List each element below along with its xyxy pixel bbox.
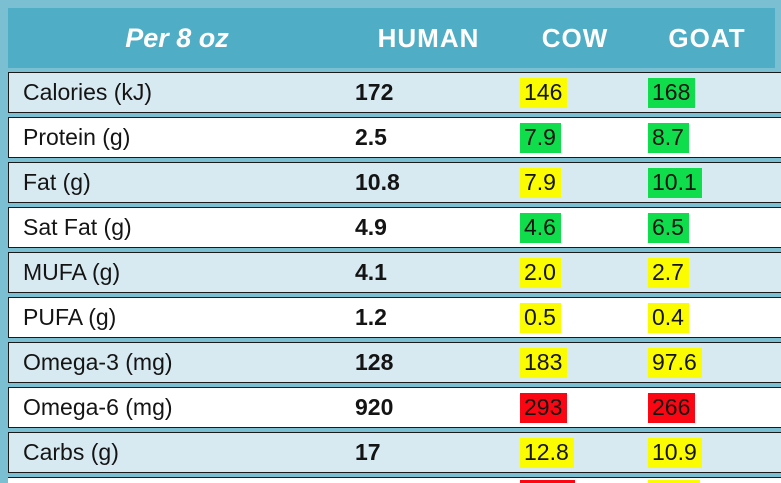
row-separator — [8, 293, 781, 297]
goat-value-cell: 8.7 — [639, 122, 781, 153]
cutoff-bottom-row — [8, 477, 781, 483]
row-separator — [8, 248, 781, 252]
table-row: MUFA (g) 4.1 2.0 2.7 — [8, 252, 781, 293]
goat-value-cell: 168 — [639, 77, 781, 108]
table-row: Sat Fat (g) 4.9 4.6 6.5 — [8, 207, 781, 248]
human-value: 920 — [355, 394, 394, 420]
cow-value-cell: 12.8 — [511, 437, 639, 468]
cow-value-highlight: 7.9 — [520, 122, 561, 153]
cow-value-highlight: 4.6 — [520, 212, 561, 243]
goat-value-cell: 97.6 — [639, 347, 781, 378]
table-row: PUFA (g) 1.2 0.5 0.4 — [8, 297, 781, 338]
row-label: PUFA (g) — [23, 304, 117, 330]
cow-value-cell: 0.5 — [511, 302, 639, 333]
goat-value-cell: 2.7 — [639, 257, 781, 288]
header-column-cow: COW — [541, 22, 609, 53]
goat-value-highlight: 2.7 — [648, 257, 689, 288]
row-label: Sat Fat (g) — [23, 214, 132, 240]
goat-value-highlight: 10.9 — [648, 437, 702, 468]
cow-value-cell: 146 — [511, 77, 639, 108]
table-body: Calories (kJ) 172 146 168 Protein (g) 2.5 7.9 8… — [8, 72, 781, 483]
human-value: 172 — [355, 79, 394, 105]
row-separator — [8, 203, 781, 207]
cow-value-highlight: 183 — [520, 347, 568, 378]
cow-value-highlight: 2.0 — [520, 257, 561, 288]
human-value: 1.2 — [355, 304, 387, 330]
human-value: 4.1 — [355, 259, 387, 285]
table-header-row: Per 8 oz HUMAN COW GOAT — [8, 8, 775, 68]
row-label: Omega-3 (mg) — [23, 349, 173, 375]
row-label: Calories (kJ) — [23, 79, 153, 105]
human-value: 10.8 — [355, 169, 400, 195]
human-value: 128 — [355, 349, 394, 375]
cow-value-highlight: 0.5 — [520, 302, 561, 333]
table-row: Calories (kJ) 172 146 168 — [8, 72, 781, 113]
cow-value-highlight: 12.8 — [520, 437, 574, 468]
goat-value-highlight: 8.7 — [648, 122, 689, 153]
row-label: Protein (g) — [23, 124, 131, 150]
goat-value-cell: 266 — [639, 392, 781, 423]
cow-value-cell: 7.9 — [511, 122, 639, 153]
cow-value-cell: 7.9 — [511, 167, 639, 198]
goat-value-highlight: 266 — [648, 392, 696, 423]
row-separator — [8, 158, 781, 162]
row-separator — [8, 113, 781, 117]
row-separator — [8, 428, 781, 432]
row-label: Omega-6 (mg) — [23, 394, 173, 420]
goat-value-highlight: 10.1 — [648, 167, 702, 198]
goat-value-highlight: 97.6 — [648, 347, 702, 378]
goat-value-highlight: 6.5 — [648, 212, 689, 243]
human-value: 4.9 — [355, 214, 387, 240]
header-column-human: HUMAN — [377, 22, 480, 53]
goat-value-highlight: 168 — [648, 77, 696, 108]
row-label: Fat (g) — [23, 169, 91, 195]
cutoff-goat-highlight — [648, 480, 700, 483]
header-per-8oz: Per 8 oz — [125, 22, 229, 53]
cow-value-highlight: 146 — [520, 77, 568, 108]
cow-value-cell: 4.6 — [511, 212, 639, 243]
human-value: 2.5 — [355, 124, 387, 150]
row-separator — [8, 383, 781, 387]
goat-value-cell: 10.9 — [639, 437, 781, 468]
table-row: Protein (g) 2.5 7.9 8.7 — [8, 117, 781, 158]
goat-value-highlight: 0.4 — [648, 302, 689, 333]
cow-value-highlight: 293 — [520, 392, 568, 423]
goat-value-cell: 0.4 — [639, 302, 781, 333]
row-separator — [8, 338, 781, 342]
header-column-goat: GOAT — [668, 22, 746, 53]
table-row: Fat (g) 10.8 7.9 10.1 — [8, 162, 781, 203]
row-label: Carbs (g) — [23, 439, 119, 465]
goat-value-cell: 6.5 — [639, 212, 781, 243]
cutoff-cow-highlight — [520, 480, 575, 483]
cow-value-highlight: 7.9 — [520, 167, 561, 198]
table-row: Carbs (g) 17 12.8 10.9 — [8, 432, 781, 473]
cow-value-cell: 183 — [511, 347, 639, 378]
row-separator — [8, 473, 781, 477]
table-row: Omega-3 (mg) 128 183 97.6 — [8, 342, 781, 383]
row-label: MUFA (g) — [23, 259, 121, 285]
table-row: Omega-6 (mg) 920 293 266 — [8, 387, 781, 428]
human-value: 17 — [355, 439, 381, 465]
cow-value-cell: 293 — [511, 392, 639, 423]
goat-value-cell: 10.1 — [639, 167, 781, 198]
cow-value-cell: 2.0 — [511, 257, 639, 288]
